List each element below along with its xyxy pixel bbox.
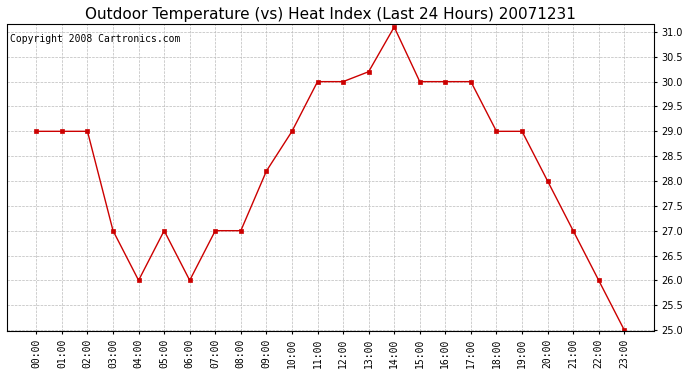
Title: Outdoor Temperature (vs) Heat Index (Last 24 Hours) 20071231: Outdoor Temperature (vs) Heat Index (Las… xyxy=(85,7,575,22)
Text: Copyright 2008 Cartronics.com: Copyright 2008 Cartronics.com xyxy=(10,34,181,44)
